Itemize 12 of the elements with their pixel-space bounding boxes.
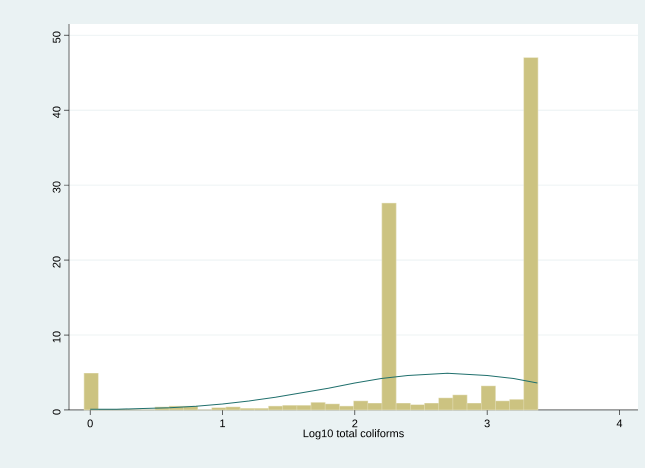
y-tick-label: 40 bbox=[52, 106, 60, 118]
x-tick-label: 3 bbox=[484, 420, 490, 428]
x-tick-label: 4 bbox=[616, 420, 622, 428]
x-axis-title: Log10 total coliforms bbox=[304, 429, 404, 440]
y-tick-label: 30 bbox=[52, 181, 60, 193]
y-tick-label: 10 bbox=[52, 331, 60, 342]
x-tick-label: 2 bbox=[352, 420, 358, 428]
y-tick-label: 50 bbox=[52, 32, 60, 43]
x-tick-label: 1 bbox=[220, 420, 226, 428]
y-tick-label: 0 bbox=[52, 409, 60, 415]
x-tick-label: 0 bbox=[88, 420, 93, 428]
y-tick-label: 20 bbox=[52, 256, 60, 268]
